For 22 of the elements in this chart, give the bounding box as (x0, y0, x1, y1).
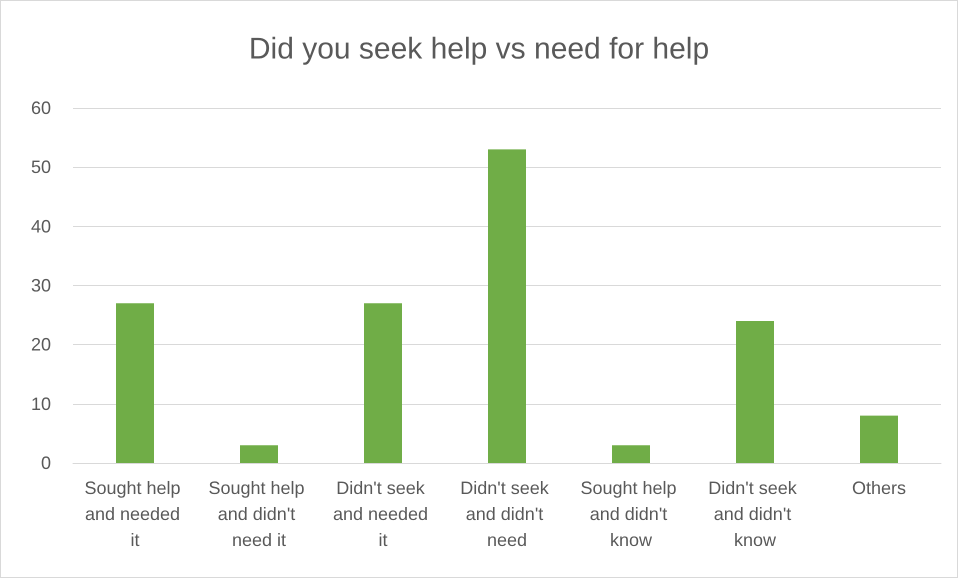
x-tick-label: Didn't seek and needed it (332, 478, 434, 550)
bar (116, 303, 154, 463)
y-tick-label: 20 (30, 334, 51, 355)
x-tick-label: Others (852, 478, 906, 498)
bar (860, 416, 898, 463)
bar (240, 445, 278, 463)
y-tick-label: 50 (30, 157, 51, 178)
x-tick-label: Sought help and didn't need it (208, 478, 310, 550)
y-tick-label: 0 (40, 453, 51, 473)
bar (612, 445, 650, 463)
y-tick-label: 30 (30, 276, 51, 296)
x-tick-label: Sought help and didn't know (580, 478, 682, 550)
y-tick-label: 10 (30, 394, 51, 414)
bar (488, 149, 526, 463)
y-tick-label: 60 (30, 98, 51, 118)
chart-title: Did you seek help vs need for help (248, 32, 710, 66)
bar (736, 321, 774, 463)
y-tick-label: 40 (30, 216, 51, 236)
x-tick-label: Didn't seek and didn't need (460, 478, 554, 550)
bar (364, 303, 402, 463)
x-tick-label: Didn't seek and didn't know (708, 478, 802, 550)
x-tick-label: Sought help and needed it (84, 478, 186, 550)
